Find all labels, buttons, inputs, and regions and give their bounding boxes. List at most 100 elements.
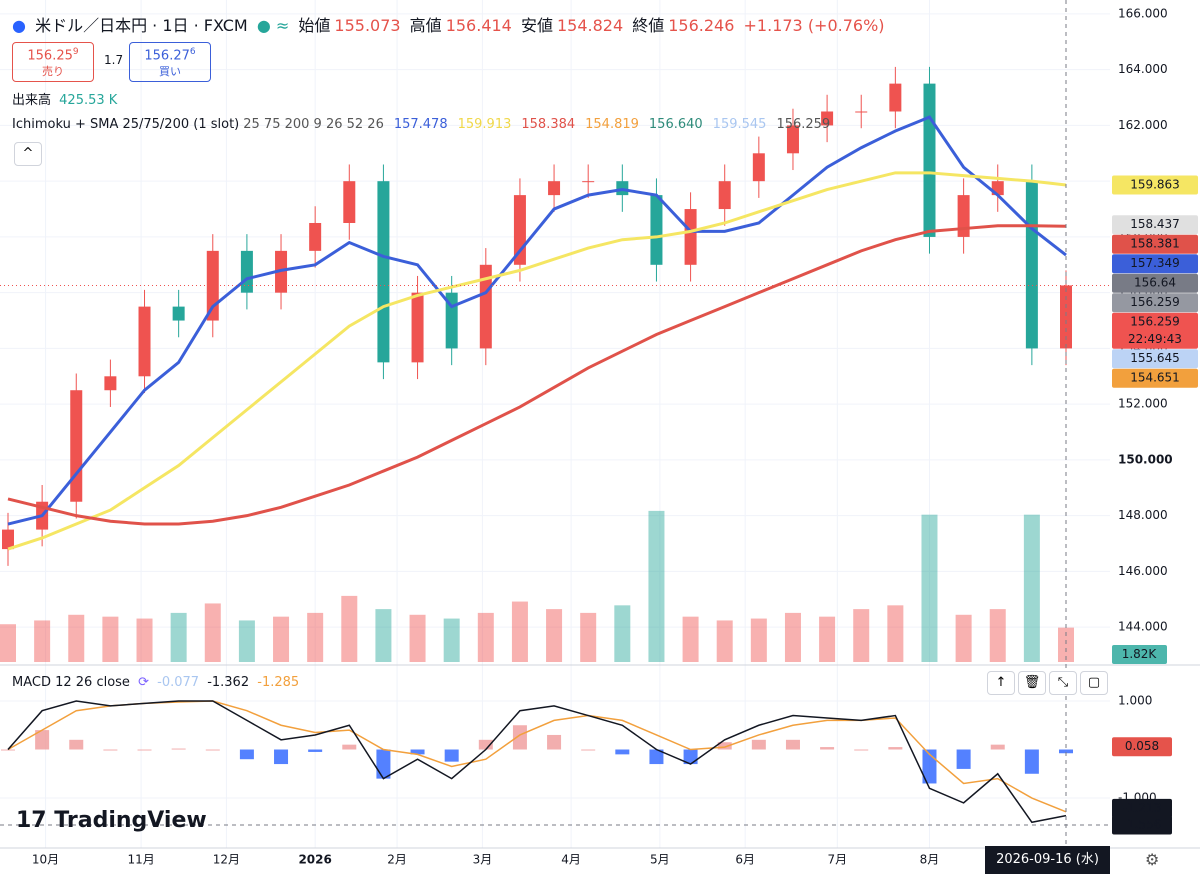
symbol-header: ● 米ドル／日本円 · 1日 · FXCM ● ≈ 始値 155.073 高値 15… <box>12 12 889 36</box>
x-tick-label: 2026 <box>298 853 331 867</box>
logo-text: TradingView <box>54 808 207 833</box>
volume-bar <box>238 620 255 662</box>
candle-body <box>377 181 390 363</box>
candle-body <box>855 111 868 113</box>
candle-body <box>889 83 902 112</box>
sma-line <box>7 115 1067 526</box>
macd-histogram <box>1024 749 1039 774</box>
candle-body <box>650 195 663 265</box>
x-tick-label: 5月 <box>650 853 670 867</box>
indicator-value: 156.640 <box>648 117 703 132</box>
price-tag <box>1112 349 1198 369</box>
y-tick-label: 164.000 <box>1118 62 1168 76</box>
volume-bar <box>136 618 153 662</box>
x-tick-label: 11月 <box>127 853 154 867</box>
macd-histogram <box>410 749 425 755</box>
price-tag <box>1112 368 1198 388</box>
volume-tag-label: 1.82K <box>1122 647 1158 661</box>
sell-price: 156.25 <box>27 48 73 64</box>
macd-histogram <box>785 739 800 750</box>
logo: 17 TradingView <box>16 808 207 833</box>
macd-tag <box>1112 815 1172 835</box>
candle-body <box>718 181 731 210</box>
x-tick-label: 6月 <box>735 853 755 867</box>
macd-histogram <box>649 749 664 765</box>
ohlc-label: 高値 <box>409 16 442 35</box>
macd-histogram <box>69 739 84 750</box>
macd-legend: MACD 12 26 close ⟳ -0.077 -1.362 -1.285 <box>12 675 300 690</box>
ohlc-label: 始値 <box>298 16 331 35</box>
macd-name: MACD 12 26 close <box>12 675 130 690</box>
x-tick-label: 4月 <box>561 853 581 867</box>
y-tick-label: 162.000 <box>1118 118 1168 132</box>
macd-histogram <box>683 749 698 765</box>
macd-histogram <box>444 749 459 762</box>
volume-bar <box>375 609 392 662</box>
sma-line <box>7 224 1067 526</box>
indicator-name: Ichimoku + SMA 25/75/200 (1 slot) <box>12 117 240 132</box>
candle-body <box>2 529 14 550</box>
candle-body <box>70 390 83 502</box>
price-tag-label: 159.863 <box>1130 177 1180 191</box>
volume-bar <box>307 612 324 662</box>
settings-button[interactable]: ⚙ <box>1145 850 1160 869</box>
macd-histogram <box>308 749 323 752</box>
macd-histogram <box>205 749 220 751</box>
volume-bar <box>409 614 426 662</box>
volume-bar <box>443 618 460 662</box>
volume-bar <box>341 595 358 662</box>
volume-bar <box>102 616 119 662</box>
macd-histogram <box>376 749 391 779</box>
volume-bar <box>750 618 767 662</box>
ohlc-value: 156.246 <box>668 16 735 35</box>
buy-button[interactable]: 156.276 買い <box>129 42 211 83</box>
indicator-value: 157.478 <box>393 117 448 132</box>
price-tag-label: 154.651 <box>1130 371 1180 385</box>
macd-histogram <box>615 749 630 755</box>
x-tick-label: 12月 <box>213 853 240 867</box>
delete-button[interactable]: 🗑 <box>1018 671 1046 695</box>
collapse-pane-button[interactable]: ⤡ <box>1049 671 1077 695</box>
sell-button[interactable]: 156.259 売り <box>12 42 94 83</box>
volume-bar <box>273 616 290 662</box>
volume-bar <box>853 609 870 662</box>
move-up-button[interactable]: ↑ <box>987 671 1015 695</box>
y-tick-label: 148.000 <box>1118 508 1168 522</box>
y-tick-label: 166.000 <box>1118 6 1168 20</box>
macd-histogram <box>990 744 1005 750</box>
volume-bar <box>477 612 494 662</box>
collapse-button[interactable]: ^ <box>14 142 42 166</box>
macd-histogram <box>820 747 835 750</box>
macd-histogram <box>103 749 118 751</box>
volume-bar <box>34 620 51 662</box>
macd-histogram <box>1059 749 1073 754</box>
macd-line <box>7 700 1067 824</box>
macd-tag <box>1112 737 1172 757</box>
volume-bar <box>170 612 187 662</box>
candle-body <box>172 306 185 321</box>
volume-bar <box>955 614 972 662</box>
indicator-value: 156.259 <box>776 117 831 132</box>
volume-bar <box>1058 627 1074 662</box>
volume-legend: 出来高 425.53 K <box>12 89 121 108</box>
macd-tag-label: -1.213 <box>1123 801 1162 815</box>
volume-value: 425.53 K <box>59 93 118 108</box>
price-tag <box>1112 175 1198 195</box>
volume-bar <box>989 609 1006 662</box>
volume-bar <box>921 514 938 662</box>
price-tag-label: 157.349 <box>1130 256 1180 270</box>
candle-body <box>582 181 595 183</box>
cursor-date: 2026-09-16 (水) <box>985 846 1110 874</box>
maximize-button[interactable]: ▢ <box>1080 671 1108 695</box>
macd-histogram <box>512 725 527 750</box>
x-tick-label: 10月 <box>32 853 59 867</box>
volume-bar <box>716 620 733 662</box>
candle-body <box>684 209 697 265</box>
indicator-value: 159.913 <box>457 117 512 132</box>
ohlc-value: 154.824 <box>556 16 624 35</box>
macd-hist-value: -0.077 <box>157 675 200 690</box>
y-tick-label: 1.000 <box>1118 693 1152 707</box>
indicator-value: 158.384 <box>521 117 576 132</box>
macd-tag-label: -1.556 <box>1123 818 1162 832</box>
volume-bar <box>1023 514 1040 662</box>
